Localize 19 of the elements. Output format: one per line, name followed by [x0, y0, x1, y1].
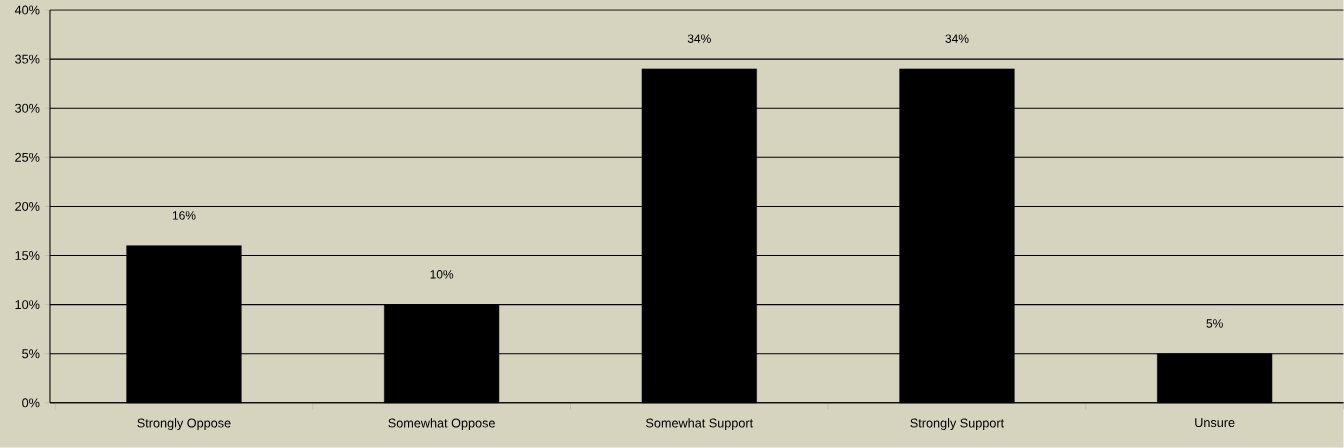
y-tick-label: 10%	[15, 300, 40, 310]
data-label: 5%	[1206, 319, 1223, 328]
x-tick-label: Somewhat Support	[646, 418, 754, 431]
y-tick-label: 0%	[22, 398, 40, 408]
y-tick-label: 35%	[15, 54, 40, 64]
y-tick-label: 5%	[22, 349, 40, 359]
y-tick-label: 25%	[15, 152, 40, 162]
y-tick-label: 30%	[15, 103, 40, 113]
data-label: 10%	[430, 270, 454, 279]
x-tick-label: Unsure	[1195, 418, 1235, 428]
y-tick-label: 40%	[14, 5, 40, 15]
data-label: 34%	[945, 34, 969, 43]
y-tick-label: 15%	[15, 251, 40, 261]
data-label: 34%	[687, 34, 711, 43]
x-tick-label: Strongly Oppose	[137, 418, 231, 431]
y-tick-label: 20%	[15, 202, 40, 211]
x-tick-label: Somewhat Oppose	[388, 418, 495, 431]
x-tick-label: Strongly Support	[910, 418, 1005, 431]
data-label: 16%	[172, 211, 196, 220]
